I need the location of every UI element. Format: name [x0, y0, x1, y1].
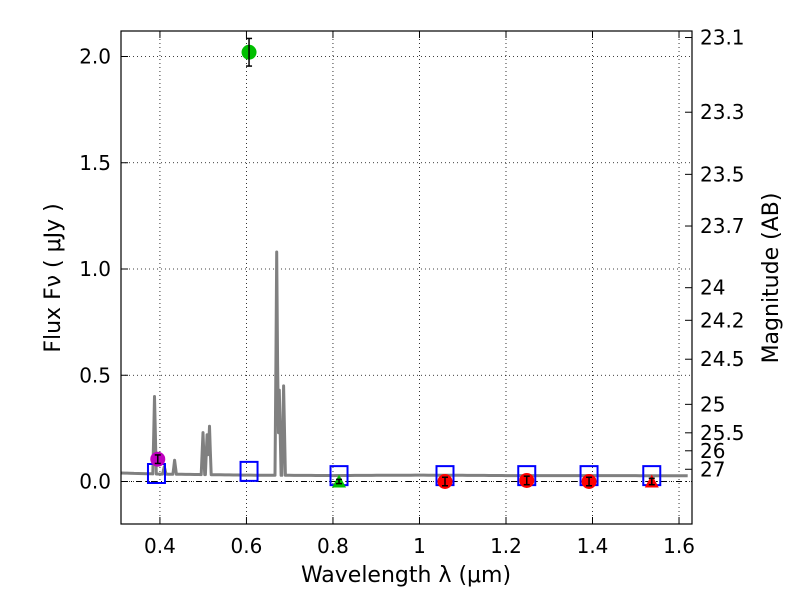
mag-tick-label: 23.5	[700, 162, 745, 186]
y-tick-label: 1.0	[79, 257, 111, 281]
x-tick-label: 1.2	[490, 534, 522, 558]
mag-tick-label: 27	[700, 457, 725, 481]
y-tick-label: 2.0	[79, 45, 111, 69]
data-marks	[146, 37, 662, 489]
y-axis-label: Flux Fν ( μJy )	[41, 203, 66, 352]
x-axis-label: Wavelength λ (μm)	[301, 563, 511, 588]
mag-tick-label: 25	[700, 392, 725, 416]
x-axis-ticks: 0.4 0.6 0.8 1 1.2 1.4 1.6	[144, 31, 695, 558]
mag-tick-label: 23.1	[700, 26, 745, 50]
mag-tick-label: 23.3	[700, 100, 745, 124]
x-tick-label: 0.8	[317, 534, 349, 558]
model-flux-square	[239, 460, 259, 482]
y-axis-ticks: 0.0 0.5 1.0 1.5 2.0	[79, 45, 128, 494]
x-tick-label: 0.4	[144, 534, 176, 558]
mag-tick-label: 25.5	[700, 421, 745, 445]
plot-background	[121, 31, 692, 524]
mag-tick-label: 23.7	[700, 214, 745, 238]
mag-tick-label: 24.5	[700, 347, 745, 371]
y-tick-label: 0.5	[79, 363, 111, 387]
y-tick-label: 0.0	[79, 470, 111, 494]
y-tick-label: 1.5	[79, 151, 111, 175]
mag-tick-label: 26	[700, 439, 725, 463]
x-tick-label: 0.6	[231, 534, 263, 558]
x-tick-label: 1.6	[663, 534, 695, 558]
x-tick-label: 1	[413, 534, 426, 558]
right-axis-label: Magnitude (AB)	[759, 193, 784, 364]
template-spectrum-line	[120, 250, 688, 478]
plot-frame	[120, 30, 693, 525]
mag-tick-label: 24	[700, 276, 725, 300]
mag-tick-label: 24.2	[700, 308, 745, 332]
x-tick-label: 1.4	[577, 534, 609, 558]
